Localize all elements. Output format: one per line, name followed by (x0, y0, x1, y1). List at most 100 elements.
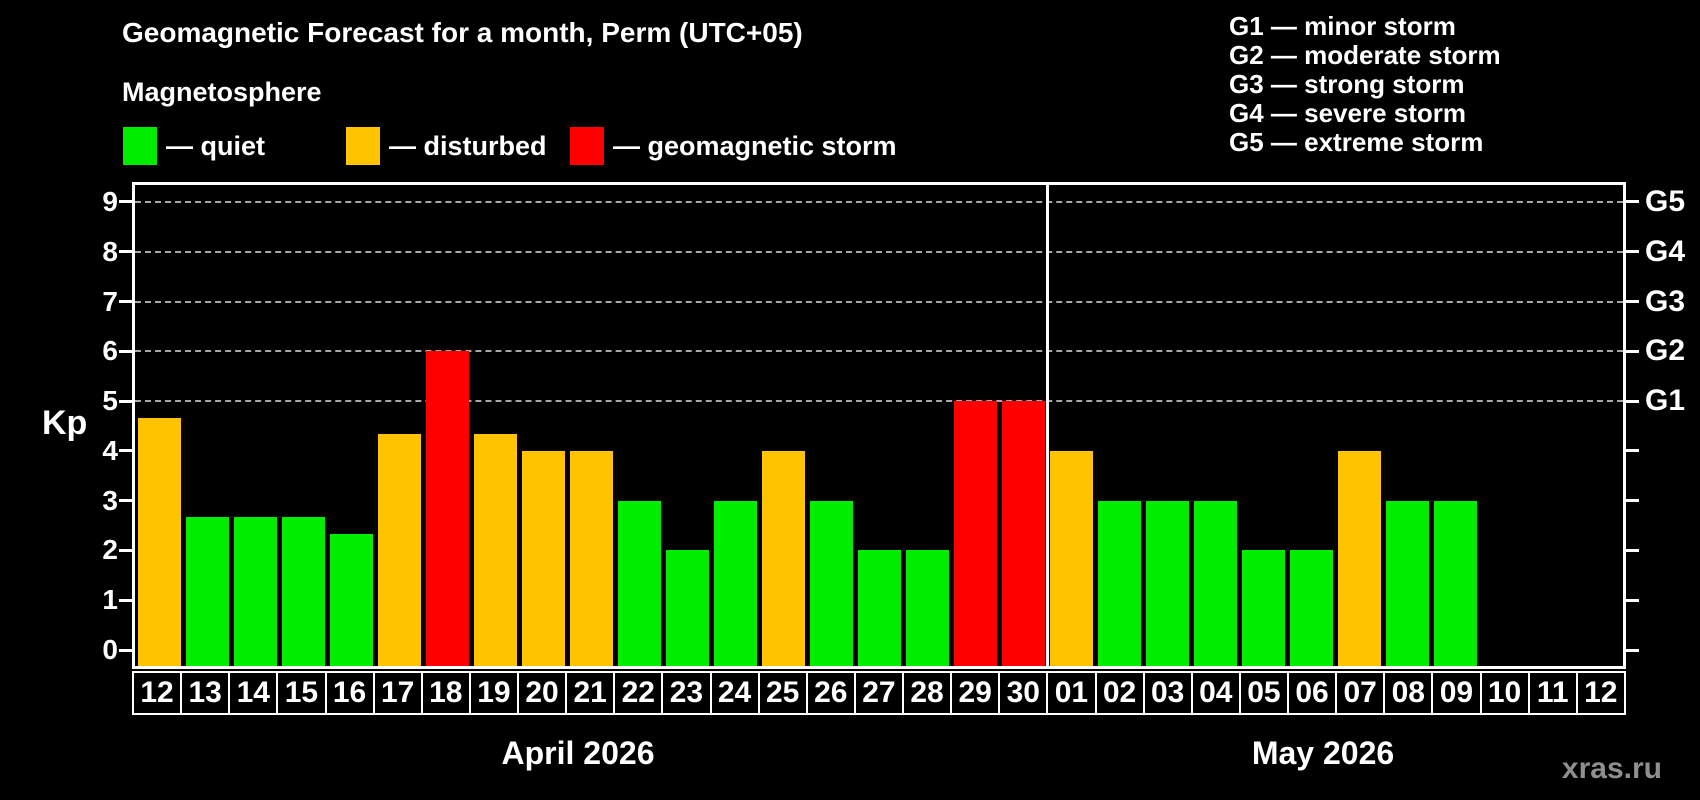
day-cell-03: 03 (1145, 673, 1193, 713)
g-legend-line-g3: G3 — strong storm (1229, 69, 1465, 99)
day-cell-08: 08 (1385, 673, 1434, 713)
kp-bar-day-30 (1001, 401, 1045, 666)
day-cell-16: 16 (327, 673, 375, 713)
y-tick-label-8: 8 (102, 235, 118, 267)
y-tick-label-4: 4 (102, 434, 118, 466)
day-cell-29: 29 (952, 673, 1001, 713)
gridline-kp6 (135, 350, 1623, 353)
kp-bar-day-25 (761, 450, 805, 666)
day-axis-row: 12 13 14 15 16 17 18 19 20 21 22 23 24 25 26 27 28 29 30 01… (132, 671, 1626, 715)
axis-tick-kp5 (1626, 399, 1639, 403)
y-tick-label-2: 2 (102, 534, 118, 566)
kp-bar-day-08 (1385, 500, 1429, 666)
axis-tick-kp4 (119, 449, 132, 453)
legend-item-disturbed: — disturbed (346, 127, 547, 165)
g-tick-label-g3: G3 (1645, 284, 1686, 318)
day-cell-15: 15 (278, 673, 327, 713)
kp-bar-day-23 (665, 550, 709, 666)
day-cell-12: 12 (1584, 676, 1618, 709)
y-tick-label-7: 7 (102, 285, 118, 317)
y-tick-label-5: 5 (102, 385, 118, 417)
day-cell-19: 19 (471, 673, 519, 713)
axis-tick-kp9 (1626, 200, 1639, 204)
day-cell-07: 07 (1337, 673, 1386, 713)
day-cell-28: 28 (904, 673, 953, 713)
kp-bar-day-22 (617, 500, 661, 666)
axis-tick-kp4 (1626, 449, 1639, 453)
y-tick-label-3: 3 (102, 484, 118, 516)
day-cell-25: 25 (760, 673, 808, 713)
kp-bar-day-02 (1097, 500, 1141, 666)
axis-tick-kp0 (1626, 648, 1639, 652)
gridline-kp7 (135, 300, 1623, 303)
kp-bar-day-17 (377, 434, 421, 666)
storm-color-swatch (570, 127, 604, 165)
kp-bar-day-09 (1433, 500, 1477, 666)
chart-title: Geomagnetic Forecast for a month, Perm (… (122, 17, 803, 48)
gridline-kp9 (135, 200, 1623, 203)
y-tick-label-1: 1 (102, 584, 118, 616)
watermark: xras.ru (1561, 752, 1662, 785)
axis-tick-kp8 (1626, 250, 1639, 254)
day-cell-01: 01 (1048, 673, 1097, 713)
disturbed-color-swatch (346, 127, 380, 165)
legend-item-storm: — geomagnetic storm (570, 127, 897, 165)
magnetosphere-heading: Magnetosphere (122, 77, 322, 107)
axis-tick-kp7 (1626, 300, 1639, 304)
axis-tick-kp3 (1626, 499, 1639, 503)
kp-bar-day-21 (569, 450, 613, 666)
axis-tick-kp1 (119, 598, 132, 602)
kp-bar-day-18 (425, 351, 469, 666)
axis-tick-kp6 (1626, 349, 1639, 353)
y-tick-label-0: 0 (102, 634, 118, 665)
kp-bar-day-20 (521, 450, 565, 666)
day-cell-05: 05 (1241, 673, 1289, 713)
day-cell-20: 20 (519, 673, 568, 713)
gridline-kp8 (135, 250, 1623, 253)
kp-bar-day-16 (329, 534, 373, 666)
kp-bar-day-13 (185, 517, 229, 666)
month-label-april: April 2026 (501, 735, 655, 771)
day-cell-22: 22 (615, 673, 664, 713)
legend-label-disturbed: — disturbed (389, 130, 547, 161)
day-cell-12: 12 (134, 673, 183, 713)
kp-bar-day-26 (809, 500, 853, 666)
day-cell-02: 02 (1097, 673, 1145, 713)
axis-tick-kp2 (1626, 548, 1639, 552)
kp-bar-day-07 (1337, 450, 1381, 666)
axis-tick-kp6 (119, 349, 132, 353)
g-legend-line-g2: G2 — moderate storm (1229, 40, 1501, 70)
axis-tick-kp9 (119, 200, 132, 204)
day-cell-26: 26 (808, 673, 856, 713)
axis-tick-kp7 (119, 300, 132, 304)
kp-bar-day-29 (953, 401, 997, 666)
kp-bar-day-27 (857, 550, 901, 666)
day-cell-04: 04 (1193, 673, 1241, 713)
month-separator-line (1045, 185, 1049, 666)
g-legend-line-g1: G1 — minor storm (1229, 11, 1456, 41)
axis-tick-kp3 (119, 499, 132, 503)
kp-bar-day-01 (1049, 450, 1093, 666)
g-legend-line-g5: G5 — extreme storm (1229, 127, 1484, 157)
axis-tick-kp2 (119, 548, 132, 552)
day-cell-06: 06 (1289, 673, 1338, 713)
axis-tick-kp8 (119, 250, 132, 254)
day-cell-18: 18 (423, 673, 471, 713)
g-legend-line-g4: G4 — severe storm (1229, 98, 1467, 128)
day-cell-30: 30 (1000, 673, 1049, 713)
kp-bar-day-03 (1145, 500, 1189, 666)
day-cell-24: 24 (712, 673, 760, 713)
kp-bar-day-06 (1289, 550, 1333, 666)
day-cell-23: 23 (663, 673, 712, 713)
kp-axis-label: Kp (42, 404, 88, 442)
kp-bar-day-05 (1241, 550, 1285, 666)
legend-label-quiet: — quiet (166, 130, 265, 161)
kp-bar-day-15 (281, 517, 325, 666)
month-label-may: May 2026 (1251, 735, 1395, 771)
legend-label-storm: — geomagnetic storm (613, 130, 897, 161)
kp-bar-day-12 (137, 417, 181, 666)
day-cell-14: 14 (230, 673, 279, 713)
g-scale-legend: G1 — minor storm G2 — moderate storm G3 … (1229, 12, 1501, 157)
day-cell-13: 13 (182, 673, 231, 713)
g-tick-label-g1: G1 (1645, 384, 1686, 418)
